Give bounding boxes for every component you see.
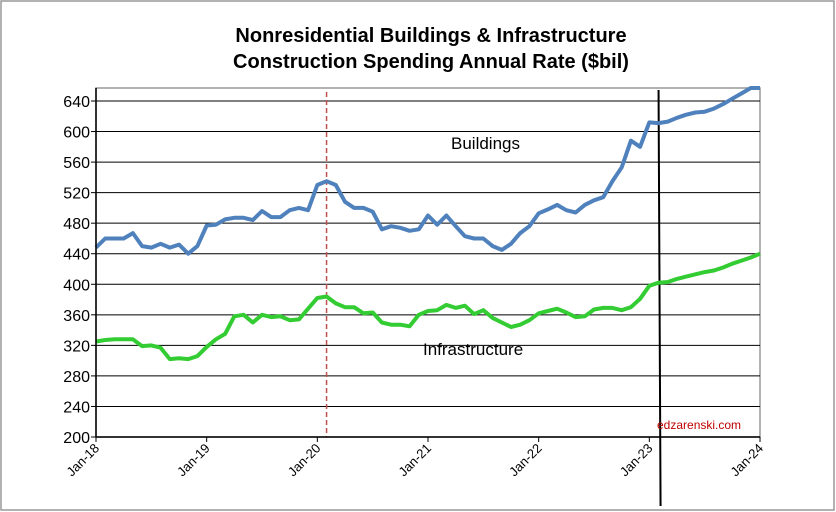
x-tick-label: Jan-20 <box>285 441 324 480</box>
buildings-line <box>94 86 760 256</box>
x-tick-label: Jan-19 <box>174 441 213 480</box>
y-tick-label: 640 <box>63 94 90 111</box>
forecast-marker-line <box>657 89 662 507</box>
x-tick-label: Jan-21 <box>395 441 434 480</box>
source-label: edzarenski.com <box>657 418 741 432</box>
y-tick-label: 280 <box>63 369 90 386</box>
y-tick-label: 320 <box>63 338 90 355</box>
chart-subtitle: Construction Spending Annual Rate ($bil) <box>233 51 629 73</box>
y-tick-label: 400 <box>63 277 90 294</box>
x-tick-label: Jan-22 <box>506 441 545 480</box>
y-tick-label: 360 <box>63 308 90 325</box>
y-tick-label: 440 <box>63 247 90 264</box>
y-tick-label: 200 <box>63 430 90 447</box>
x-tick-label: Jan-23 <box>617 441 656 480</box>
buildings-label: Buildings <box>451 134 520 153</box>
x-tick-label: Jan-24 <box>727 441 766 480</box>
y-tick-label: 240 <box>63 399 90 416</box>
y-tick-label: 600 <box>63 125 90 142</box>
infrastructure-line <box>95 251 761 362</box>
infrastructure-label: Infrastructure <box>423 340 523 359</box>
y-tick-label: 480 <box>63 216 90 233</box>
chart-title: Nonresidential Buildings & Infrastructur… <box>235 25 626 47</box>
y-tick-label: 560 <box>63 155 90 172</box>
y-tick-label: 520 <box>63 186 90 203</box>
